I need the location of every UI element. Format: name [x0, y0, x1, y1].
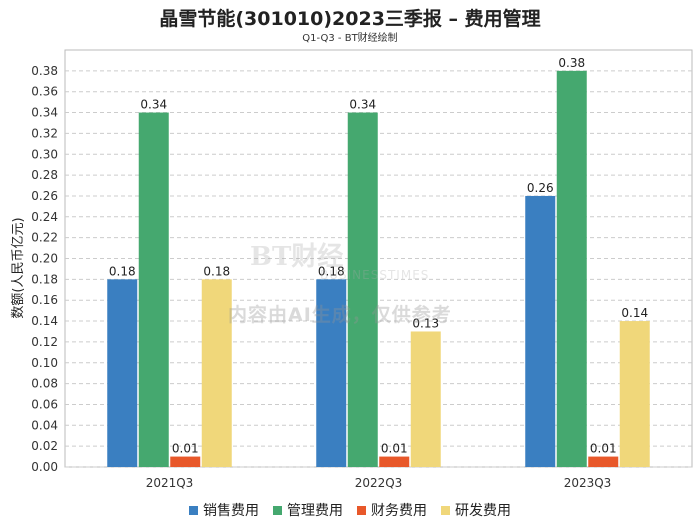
y-tick-label: 0.24: [31, 210, 58, 224]
legend-item: 管理费用: [273, 500, 343, 520]
watermark-logo: BT财经: [250, 242, 344, 272]
y-axis: 0.00 0.02 0.04 0.06 0.08 0.10 0.12 0.14 0.16 0.18…: [31, 64, 58, 474]
y-tick-label: 0.10: [31, 356, 58, 370]
chart-subtitle: Q1-Q3 - BT财经绘制: [302, 33, 398, 44]
y-axis-label: 数额(人民币亿元): [11, 217, 26, 318]
y-tick-label: 0.38: [31, 64, 58, 78]
x-tick-label: 2021Q3: [146, 476, 194, 490]
bar: [556, 70, 587, 467]
data-label: 0.01: [590, 442, 617, 456]
bar: [347, 112, 378, 468]
bar: [410, 331, 441, 467]
watermark-text: 内容由AI生成，仅供参考: [228, 304, 452, 326]
data-label: 0.01: [172, 442, 199, 456]
data-label: 0.13: [412, 316, 439, 330]
legend-swatch: [189, 505, 198, 515]
bar: [525, 195, 556, 467]
y-tick-label: 0.16: [31, 293, 58, 307]
legend-label: 销售费用: [203, 503, 259, 519]
legend-label: 财务费用: [371, 503, 427, 519]
y-tick-label: 0.32: [31, 126, 58, 140]
grid-lines: [64, 49, 693, 468]
x-tick-label: 2023Q3: [564, 476, 612, 490]
watermark-logo-sub: BUSINESSTIMES: [320, 268, 430, 282]
data-label: 0.18: [203, 264, 230, 278]
bar: [107, 279, 138, 467]
data-label: 0.01: [381, 442, 408, 456]
legend-item: 财务费用: [357, 500, 427, 520]
data-label: 0.18: [109, 264, 136, 278]
y-tick-label: 0.34: [31, 106, 58, 120]
data-label: 0.26: [527, 181, 554, 195]
y-tick-label: 0.26: [31, 189, 58, 203]
y-tick-label: 0.08: [31, 377, 58, 391]
legend-label: 研发费用: [455, 503, 511, 519]
bar: [201, 279, 232, 467]
y-tick-label: 0.04: [31, 418, 58, 432]
legend-item: 研发费用: [441, 500, 511, 520]
data-label: 0.38: [558, 56, 585, 70]
y-tick-label: 0.18: [31, 272, 58, 286]
bar: [138, 112, 169, 468]
data-label: 0.34: [349, 98, 376, 112]
bars: 0.18 0.34 0.01 0.18 0.18 0.34 0.01 0.13 0.26 0.38…: [107, 56, 650, 468]
y-tick-label: 0.36: [31, 85, 58, 99]
data-label: 0.34: [140, 98, 167, 112]
y-tick-label: 0.00: [31, 460, 58, 474]
legend-swatch: [441, 505, 450, 515]
data-label: 0.18: [318, 264, 345, 278]
bar: [316, 279, 347, 467]
bar: [588, 456, 619, 467]
y-tick-label: 0.22: [31, 231, 58, 245]
x-axis: 2021Q3 2022Q3 2023Q3: [146, 476, 612, 490]
y-tick-label: 0.28: [31, 168, 58, 182]
bar: [619, 321, 650, 467]
y-tick-label: 0.20: [31, 252, 58, 266]
y-tick-label: 0.06: [31, 397, 58, 411]
legend-item: 销售费用: [189, 500, 259, 520]
legend: 销售费用 管理费用 财务费用 研发费用: [0, 500, 700, 520]
x-tick-label: 2022Q3: [355, 476, 403, 490]
legend-swatch: [273, 505, 282, 515]
chart-title: 晶雪节能(301010)2023三季报 – 费用管理: [159, 8, 541, 30]
legend-label: 管理费用: [287, 503, 343, 519]
bar: [170, 456, 201, 467]
y-tick-label: 0.14: [31, 314, 58, 328]
y-tick-label: 0.02: [31, 439, 58, 453]
bar: [379, 456, 410, 467]
y-tick-label: 0.12: [31, 335, 58, 349]
legend-swatch: [357, 505, 366, 515]
data-label: 0.14: [621, 306, 648, 320]
y-tick-label: 0.30: [31, 147, 58, 161]
